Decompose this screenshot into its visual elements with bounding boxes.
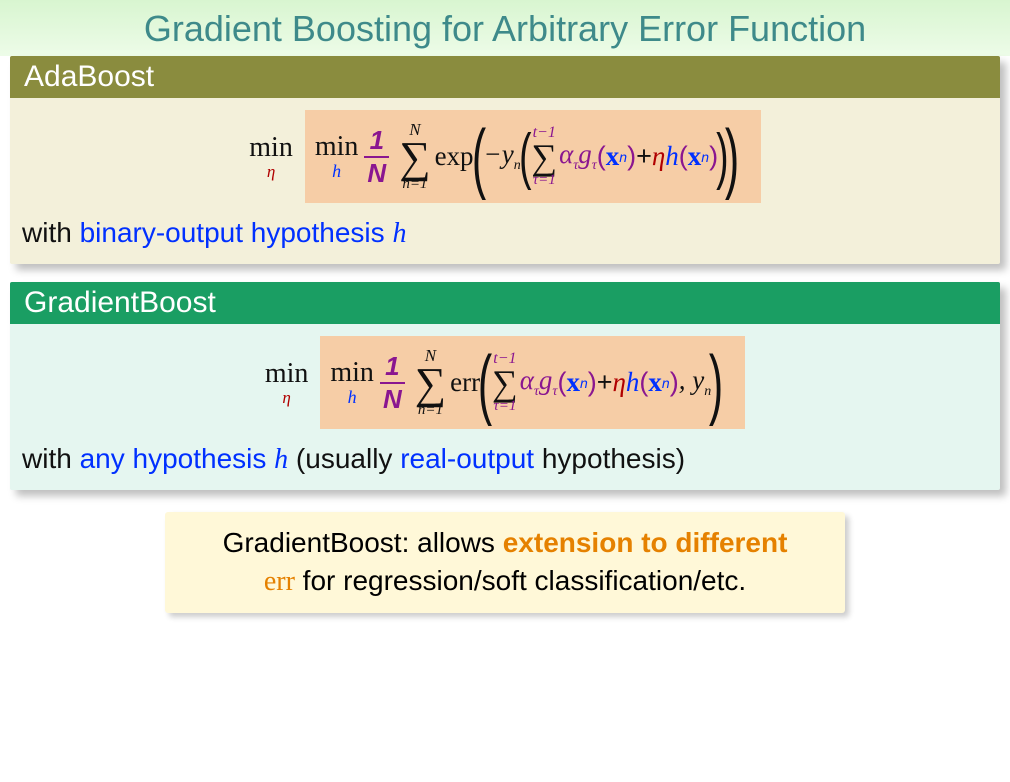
footer-orange: extension to different <box>503 527 788 558</box>
rp: ) <box>588 367 597 398</box>
inner-min: min h <box>330 357 374 408</box>
outer-min: min η <box>265 358 309 408</box>
footer-rest: for regression/soft classification/etc. <box>295 565 746 596</box>
gradientboost-note: with any hypothesis h (usually real-outp… <box>22 443 988 476</box>
min-sub-eta: η <box>249 162 293 182</box>
formula-box: min h 1 N N ∑ n=1 err ( t−1 <box>320 336 745 429</box>
min-text: min <box>330 357 374 388</box>
x: x <box>648 367 662 398</box>
min-text: min <box>249 132 293 163</box>
inner-sum: t−1 ∑ τ=1 <box>492 350 518 415</box>
note-blue1: any hypothesis <box>80 443 275 474</box>
gradientboost-block: GradientBoost min η min h 1 N N <box>10 282 1000 490</box>
note-end: hypothesis) <box>534 443 685 474</box>
footer-err: err <box>264 566 295 597</box>
alpha-tau-g: ατgτ <box>520 365 558 400</box>
outer-min: min η <box>249 132 293 182</box>
frac-num: 1 <box>380 351 405 384</box>
note-blue2: real-output <box>400 443 534 474</box>
sub-n: n <box>701 149 709 165</box>
err-text: err <box>450 367 480 398</box>
fraction-1-N: 1 N <box>380 351 405 415</box>
comma-yn: , yn <box>679 365 711 400</box>
rp: ) <box>670 367 679 398</box>
innersum-bot: τ=1 <box>531 172 557 189</box>
x: x <box>606 141 620 172</box>
note-pre: with <box>22 443 80 474</box>
footer-pre: GradientBoost: allows <box>223 527 503 558</box>
gradientboost-formula: min η min h 1 N N ∑ n=1 <box>22 336 988 429</box>
lp: ( <box>557 367 566 398</box>
frac-num: 1 <box>364 125 389 158</box>
sigma-icon: ∑ <box>399 140 430 176</box>
adaboost-note: with binary-output hypothesis h <box>22 217 988 250</box>
sigma-icon: ∑ <box>531 142 557 172</box>
min-sub-eta: η <box>265 388 309 408</box>
sub-n: n <box>580 375 588 391</box>
min-text: min <box>315 131 359 162</box>
note-mid: (usually <box>288 443 400 474</box>
sub-n: n <box>662 375 670 391</box>
frac-den: N <box>364 158 389 189</box>
x: x <box>566 367 580 398</box>
neg-y: −y <box>484 139 514 169</box>
gradientboost-body: min η min h 1 N N ∑ n=1 <box>10 324 1000 490</box>
footer-summary: GradientBoost: allows extension to diffe… <box>165 512 845 613</box>
h: h <box>626 367 640 398</box>
alpha: α <box>520 365 534 395</box>
adaboost-header: AdaBoost <box>10 56 1000 98</box>
lp: ( <box>679 141 688 172</box>
h: h <box>665 141 679 172</box>
adaboost-formula: min η min h 1 N N ∑ n=1 <box>22 110 988 203</box>
note-blue: binary-output hypothesis <box>80 217 393 248</box>
alpha-tau-g: ατgτ <box>559 139 597 174</box>
page-title: Gradient Boosting for Arbitrary Error Fu… <box>0 0 1010 56</box>
adaboost-body: min η min h 1 N N ∑ n=1 <box>10 98 1000 264</box>
frac-den: N <box>380 384 405 415</box>
outer-sum: N ∑ n=1 <box>399 120 430 193</box>
paren-close: ) <box>709 348 723 418</box>
g: g <box>539 365 553 395</box>
min-text: min <box>265 358 309 389</box>
plus: + <box>597 367 613 398</box>
innersum-bot: τ=1 <box>492 398 518 415</box>
paren-close: ) <box>725 122 739 192</box>
inner-sum: t−1 ∑ τ=1 <box>531 124 557 189</box>
sigma-icon: ∑ <box>492 368 518 398</box>
outer-sum: N ∑ n=1 <box>415 346 446 419</box>
adaboost-block: AdaBoost min η min h 1 N N <box>10 56 1000 264</box>
rp: ) <box>627 141 636 172</box>
eta: η <box>613 367 626 398</box>
min-sub-h: h <box>315 161 359 182</box>
fraction-1-N: 1 N <box>364 125 389 189</box>
sub-n: n <box>619 149 627 165</box>
x: x <box>688 141 702 172</box>
comma-y: , y <box>679 365 704 395</box>
note-pre: with <box>22 217 80 248</box>
formula-box: min h 1 N N ∑ n=1 exp ( −yn ( <box>305 110 761 203</box>
gradientboost-header: GradientBoost <box>10 282 1000 324</box>
inner-min: min h <box>315 131 359 182</box>
paren-open-inner: ( <box>519 129 531 185</box>
eta: η <box>652 141 665 172</box>
lp: ( <box>597 141 606 172</box>
paren-open: ( <box>471 122 485 192</box>
g: g <box>578 139 592 169</box>
note-h: h <box>392 218 406 249</box>
min-sub-h: h <box>330 387 374 408</box>
sigma-icon: ∑ <box>415 366 446 402</box>
paren-open: ( <box>478 348 492 418</box>
alpha: α <box>559 139 573 169</box>
neg-yn: −yn <box>484 139 521 174</box>
plus: + <box>636 141 652 172</box>
sum-bot: n=1 <box>415 402 446 419</box>
lp: ( <box>639 367 648 398</box>
exp-text: exp <box>435 141 474 172</box>
sum-bot: n=1 <box>399 176 430 193</box>
note-h: h <box>274 444 288 475</box>
